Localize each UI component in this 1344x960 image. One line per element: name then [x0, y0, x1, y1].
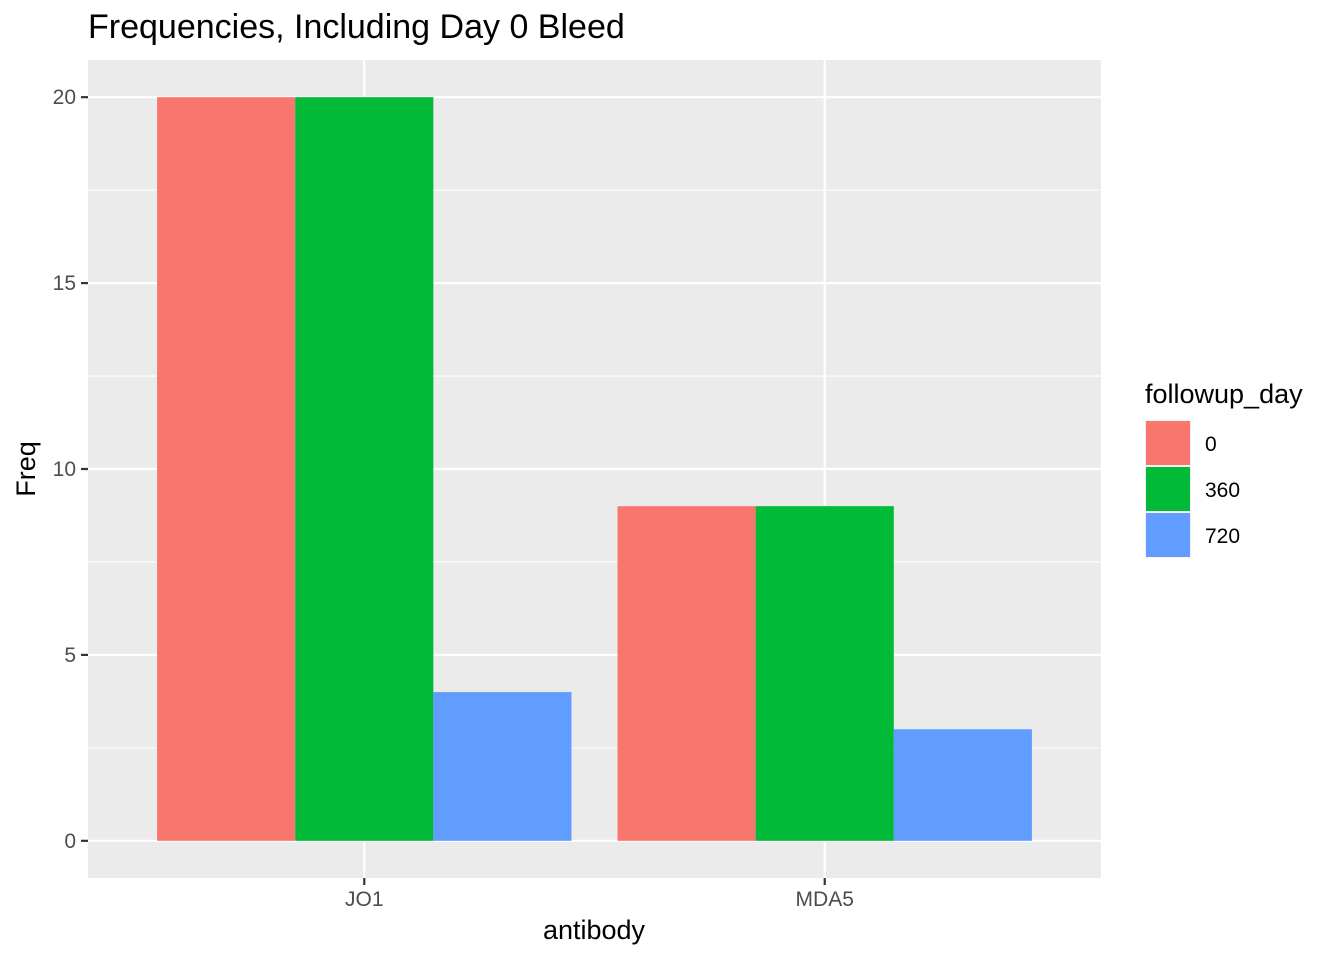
y-axis-title: Freq: [11, 441, 41, 497]
x-axis-title: antibody: [543, 915, 646, 945]
legend-swatch-0: [1146, 421, 1190, 465]
bar-jo1-720: [433, 692, 572, 841]
bar-jo1-360: [295, 97, 434, 841]
y-axis: 0 5 10 15 20: [53, 86, 88, 853]
legend-swatch-720: [1146, 513, 1190, 557]
x-tick-label: MDA5: [796, 888, 854, 911]
y-tick-label: 5: [64, 644, 76, 667]
bar-mda5-720: [893, 729, 1032, 841]
y-tick-label: 10: [53, 458, 76, 481]
legend-label-360: 360: [1205, 479, 1240, 502]
bar-mda5-360: [755, 506, 894, 841]
x-tick-label: JO1: [345, 888, 384, 911]
bars: [157, 97, 1032, 841]
y-tick-label: 15: [53, 272, 76, 295]
legend: followup_day 0 360 720: [1145, 379, 1303, 558]
legend-swatch-360: [1146, 467, 1190, 511]
legend-label-720: 720: [1205, 525, 1240, 548]
chart-title: Frequencies, Including Day 0 Bleed: [88, 8, 625, 46]
y-tick-label: 0: [64, 830, 76, 853]
y-tick-label: 20: [53, 86, 76, 109]
x-axis: JO1 MDA5: [345, 878, 854, 911]
legend-title: followup_day: [1145, 379, 1303, 409]
bar-jo1-0: [157, 97, 296, 841]
legend-label-0: 0: [1205, 433, 1217, 456]
bar-mda5-0: [617, 506, 756, 841]
